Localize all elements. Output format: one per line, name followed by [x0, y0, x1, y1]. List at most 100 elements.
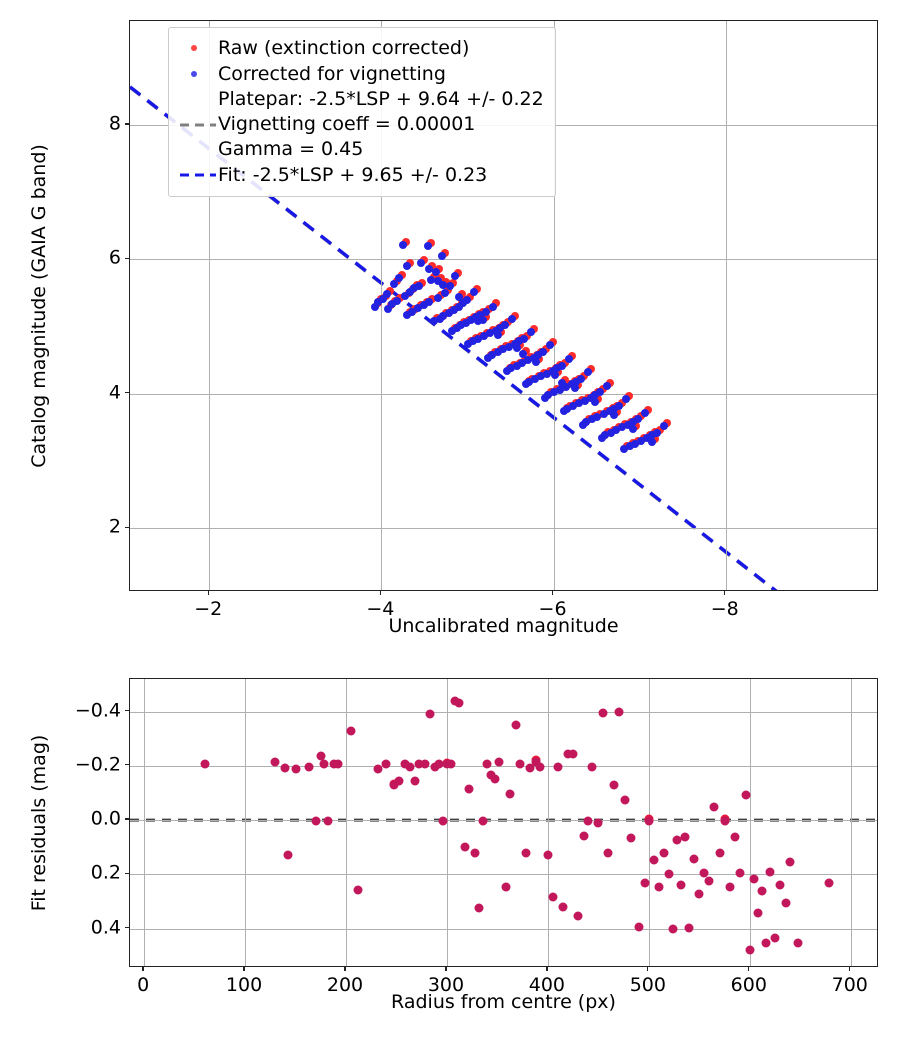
legend-platepar-textblock: Platepar: -2.5*LSP + 9.64 +/- 0.22 Vigne…	[218, 87, 544, 162]
data-point-corrected	[432, 268, 440, 276]
data-point-corrected	[579, 421, 587, 429]
residual-point	[794, 938, 803, 947]
data-point-corrected	[546, 341, 554, 349]
data-point-corrected	[532, 358, 540, 366]
x-tick-mark	[724, 591, 725, 595]
data-point-corrected	[541, 394, 549, 402]
residual-point	[710, 802, 719, 811]
y-tick-label: 0.0	[9, 810, 121, 829]
residual-point	[521, 848, 530, 857]
residual-point	[535, 763, 544, 772]
residual-point	[753, 908, 762, 917]
y-tick-label: 2	[9, 518, 121, 537]
data-point-corrected	[571, 384, 579, 392]
residual-point	[588, 763, 597, 772]
residual-point	[782, 898, 791, 907]
data-point-corrected	[455, 293, 463, 301]
legend-label-vignetting-coeff: Vignetting coeff = 0.00001	[218, 112, 544, 137]
y-tick-mark	[125, 818, 129, 819]
residual-point	[776, 880, 785, 889]
data-point-corrected	[420, 301, 428, 309]
residual-point	[681, 832, 690, 841]
top-y-axis-label: Catalog magnitude (GAIA G band)	[30, 144, 49, 468]
residual-point	[347, 726, 356, 735]
residual-point	[609, 781, 618, 790]
data-point-corrected	[464, 340, 472, 348]
x-tick-mark	[380, 591, 381, 595]
data-point-corrected	[371, 303, 379, 311]
bottom-y-axis-label: Fit residuals (mag)	[30, 734, 49, 911]
residual-point	[548, 893, 557, 902]
residual-point	[659, 848, 668, 857]
residual-point	[614, 708, 623, 717]
residual-point	[599, 708, 608, 717]
gridline-horizontal	[130, 712, 877, 713]
data-point-corrected	[603, 382, 611, 390]
data-point-corrected	[417, 259, 425, 267]
residual-point	[505, 789, 514, 798]
residual-point	[644, 816, 653, 825]
residual-point	[281, 764, 290, 773]
residual-point	[319, 760, 328, 769]
x-tick-mark	[748, 967, 749, 971]
residual-point	[479, 816, 488, 825]
data-point-corrected	[629, 425, 637, 433]
x-tick-label: 700	[832, 976, 868, 995]
data-point-corrected	[441, 289, 449, 297]
legend-label-raw: Raw (extinction corrected)	[218, 35, 469, 61]
data-point-corrected	[470, 288, 478, 296]
residual-point	[594, 818, 603, 827]
data-point-corrected	[527, 328, 535, 336]
residual-point	[554, 763, 563, 772]
y-tick-label: 6	[9, 249, 121, 268]
residual-point	[580, 832, 589, 841]
residual-point	[735, 869, 744, 878]
gridline-vertical	[548, 679, 549, 966]
residual-point	[690, 855, 699, 864]
gridline-vertical	[447, 679, 448, 966]
y-tick-mark	[125, 258, 129, 259]
residual-point	[394, 776, 403, 785]
residual-point	[425, 710, 434, 719]
residual-point	[745, 945, 754, 954]
data-point-corrected	[641, 409, 649, 417]
legend-entry-corrected: Corrected for vignetting	[178, 61, 544, 87]
residual-point	[824, 879, 833, 888]
data-point-corrected	[399, 241, 407, 249]
data-point-corrected	[508, 315, 516, 323]
y-tick-label: 4	[9, 383, 121, 402]
y-tick-mark	[125, 927, 129, 928]
residual-point	[771, 934, 780, 943]
residual-point	[284, 850, 293, 859]
residual-point	[420, 760, 429, 769]
residual-point	[685, 924, 694, 933]
legend-box: Raw (extinction corrected) Corrected for…	[168, 27, 556, 197]
residual-point	[461, 843, 470, 852]
data-point-corrected	[403, 311, 411, 319]
legend-label-gamma: Gamma = 0.45	[218, 137, 544, 162]
legend-marker-platepar-dash-icon	[178, 87, 218, 162]
residual-point	[720, 816, 729, 825]
gridline-vertical	[851, 679, 852, 966]
x-tick-label: −8	[711, 600, 739, 619]
gridline-horizontal	[130, 394, 877, 395]
residual-point	[354, 886, 363, 895]
residual-point	[405, 763, 414, 772]
data-point-corrected	[648, 438, 656, 446]
data-point-corrected	[403, 262, 411, 270]
data-point-corrected	[484, 354, 492, 362]
legend-entry-platepar: Platepar: -2.5*LSP + 9.64 +/- 0.22 Vigne…	[178, 87, 544, 162]
x-tick-label: 500	[630, 976, 666, 995]
data-point-corrected	[584, 368, 592, 376]
x-tick-mark	[445, 967, 446, 971]
residual-point	[200, 760, 209, 769]
residual-point	[323, 816, 332, 825]
data-point-corrected	[558, 379, 566, 387]
residual-point	[491, 775, 500, 784]
residual-point	[705, 877, 714, 886]
residual-point	[511, 720, 520, 729]
residual-point	[311, 816, 320, 825]
residual-point	[654, 882, 663, 891]
residual-point	[626, 833, 635, 842]
data-point-corrected	[591, 398, 599, 406]
